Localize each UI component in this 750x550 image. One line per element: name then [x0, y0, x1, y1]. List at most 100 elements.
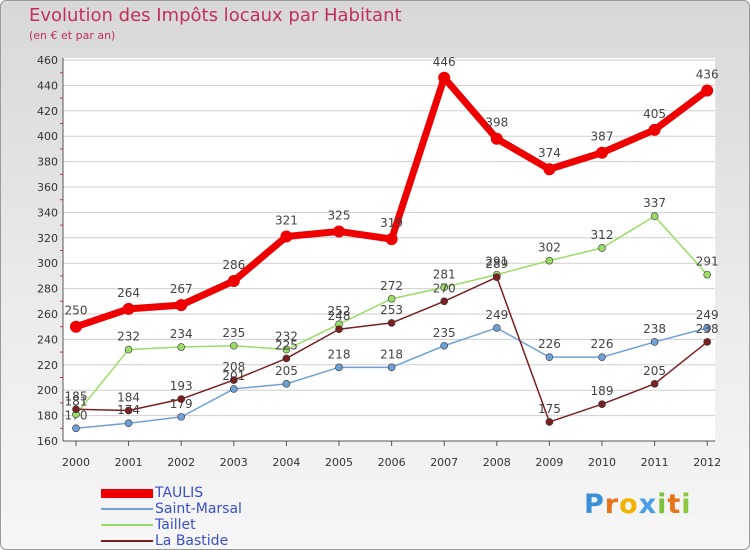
- data-point-saint-marsal: [440, 341, 449, 350]
- y-tick-label: 220: [37, 359, 58, 372]
- data-label-taillet: 281: [433, 267, 456, 281]
- data-point-saint-marsal: [124, 419, 133, 428]
- data-point-la-bastide: [335, 325, 343, 334]
- data-point-la-bastide: [282, 354, 291, 363]
- y-tick-label: 200: [37, 384, 58, 397]
- plot-area: [63, 58, 716, 441]
- x-tick-label: 2002: [167, 456, 195, 469]
- logo-letter: x: [638, 489, 658, 520]
- data-point-taulis: [490, 132, 503, 145]
- logo-letter: P: [584, 489, 605, 520]
- data-label-saint-marsal: 226: [538, 337, 561, 351]
- data-label-la-bastide: 193: [170, 379, 193, 393]
- legend-swatch: [101, 508, 153, 510]
- y-tick-label: 360: [37, 181, 58, 194]
- legend-item-saint-marsal: Saint-Marsal: [101, 501, 242, 517]
- x-tick-label: 2010: [588, 456, 616, 469]
- data-label-taillet: 312: [591, 228, 614, 242]
- chart-legend: TAULIS Saint-Marsal Taillet La Bastide: [101, 485, 242, 549]
- data-point-taulis: [701, 84, 714, 97]
- data-point-saint-marsal: [703, 324, 712, 332]
- y-tick-label: 440: [37, 79, 58, 92]
- data-point-taulis: [543, 163, 556, 176]
- data-point-taillet: [703, 270, 712, 279]
- legend-swatch: [101, 488, 153, 498]
- data-label-taillet: 337: [643, 196, 666, 210]
- x-tick-label: 2000: [62, 456, 90, 469]
- legend-item-taillet: Taillet: [101, 517, 242, 533]
- data-label-taulis: 436: [696, 67, 719, 81]
- data-point-taulis: [333, 225, 345, 238]
- data-point-saint-marsal: [230, 385, 238, 393]
- data-label-taulis: 321: [275, 214, 298, 228]
- data-point-la-bastide: [650, 380, 659, 388]
- data-label-saint-marsal: 218: [328, 347, 351, 361]
- x-tick-label: 2004: [272, 456, 300, 469]
- legend-item-la-bastide: La Bastide: [101, 533, 242, 549]
- data-label-taulis: 374: [538, 146, 561, 160]
- data-point-taillet: [177, 343, 185, 351]
- y-tick-label: 460: [37, 54, 58, 67]
- data-label-la-bastide: 184: [117, 391, 140, 405]
- data-point-la-bastide: [703, 338, 712, 346]
- chart-subtitle: (en € et par an): [29, 29, 116, 42]
- logo-letter: r: [604, 489, 620, 520]
- y-tick-label: 280: [37, 283, 58, 296]
- data-label-la-bastide: 270: [433, 281, 456, 295]
- data-label-taulis: 319: [380, 216, 403, 230]
- data-label-taulis: 267: [170, 282, 193, 296]
- data-label-taulis: 286: [222, 258, 245, 272]
- data-label-la-bastide: 175: [538, 402, 561, 416]
- data-point-taillet: [282, 345, 291, 354]
- data-point-taulis: [280, 230, 293, 243]
- y-tick-label: 320: [37, 232, 58, 245]
- data-label-la-bastide: 225: [275, 338, 298, 352]
- y-tick-label: 260: [37, 308, 58, 321]
- data-point-taillet: [545, 256, 554, 265]
- data-label-taulis: 250: [65, 304, 88, 318]
- data-label-la-bastide: 185: [65, 389, 88, 403]
- y-tick-label: 340: [37, 206, 58, 219]
- data-label-saint-marsal: 235: [433, 326, 456, 340]
- data-label-taillet: 272: [380, 279, 403, 293]
- data-label-taulis: 405: [643, 107, 666, 121]
- data-label-taillet: 291: [696, 255, 719, 269]
- data-point-saint-marsal: [335, 363, 343, 372]
- data-label-la-bastide: 238: [696, 322, 719, 336]
- data-label-taillet: 302: [538, 241, 561, 255]
- data-label-taulis: 446: [433, 55, 456, 69]
- x-tick-label: 2006: [378, 456, 406, 469]
- data-point-la-bastide: [124, 406, 133, 415]
- y-tick-label: 400: [37, 130, 58, 143]
- x-tick-label: 2009: [535, 456, 563, 469]
- data-point-taillet: [387, 294, 396, 303]
- data-point-la-bastide: [440, 297, 449, 306]
- data-point-taulis: [596, 146, 608, 159]
- data-point-saint-marsal: [282, 380, 291, 388]
- data-label-taulis: 325: [328, 208, 351, 222]
- data-point-la-bastide: [230, 376, 238, 384]
- logo-letter: i: [657, 489, 668, 520]
- data-label-saint-marsal: 249: [696, 308, 719, 322]
- data-point-saint-marsal: [177, 413, 185, 421]
- data-point-la-bastide: [387, 319, 396, 327]
- legend-label: Taillet: [155, 517, 196, 533]
- x-tick-label: 2008: [483, 456, 511, 469]
- data-point-taulis: [227, 274, 240, 287]
- legend-label: TAULIS: [155, 485, 204, 501]
- data-label-taulis: 264: [117, 286, 140, 300]
- y-tick-label: 380: [37, 156, 58, 169]
- legend-swatch: [101, 524, 153, 526]
- data-label-taillet: 235: [222, 326, 245, 340]
- data-label-saint-marsal: 238: [643, 322, 666, 336]
- data-label-taulis: 398: [485, 116, 508, 130]
- y-tick-label: 160: [37, 435, 58, 448]
- data-point-la-bastide: [72, 405, 80, 414]
- x-tick-label: 2012: [693, 456, 721, 469]
- x-tick-label: 2005: [325, 456, 353, 469]
- data-label-taulis: 387: [591, 130, 614, 144]
- x-tick-label: 2007: [430, 456, 458, 469]
- y-tick-label: 420: [37, 105, 58, 118]
